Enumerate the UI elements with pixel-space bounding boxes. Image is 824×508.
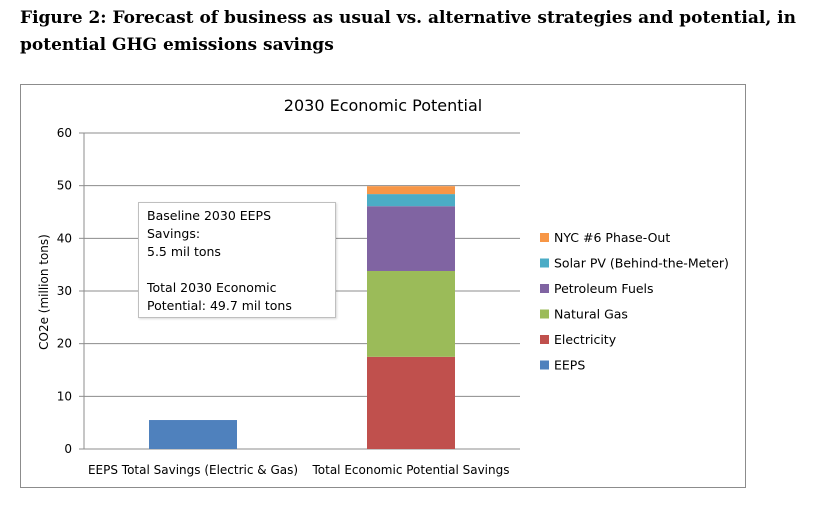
annotation-line-1: Baseline 2030 EEPS Savings: <box>147 208 272 241</box>
bar-segment-natural-gas <box>367 270 455 357</box>
y-tick-label: 10 <box>57 389 72 403</box>
figure-title: Figure 2: Forecast of business as usual … <box>20 8 796 55</box>
y-tick-label: 0 <box>64 442 72 456</box>
legend-swatch <box>540 309 549 319</box>
legend-swatch <box>540 360 549 370</box>
legend: NYC #6 Phase-Out Solar PV (Behind-the-Met… <box>540 230 729 373</box>
x-category-label: EEPS Total Savings (Electric & Gas) <box>88 463 298 477</box>
annotation-line-4: Potential: 49.7 mil tons <box>147 298 292 313</box>
y-tick-label: 60 <box>57 126 72 140</box>
x-category-labels: EEPS Total Savings (Electric & Gas) Total… <box>88 463 510 477</box>
legend-label: Petroleum Fuels <box>554 281 654 296</box>
legend-swatch <box>540 284 549 293</box>
bar-segment-solar-pv-behind-the-meter- <box>367 194 455 207</box>
legend-label: NYC #6 Phase-Out <box>554 230 670 245</box>
legend-label: Natural Gas <box>554 307 628 322</box>
bar-segment-eeps <box>149 420 237 449</box>
annotation-box: Baseline 2030 EEPS Savings: 5.5 mil tons… <box>138 202 336 318</box>
bar-segment-nyc-6-phase-out <box>367 186 455 195</box>
y-tick-label: 20 <box>57 337 72 351</box>
legend-swatch <box>540 233 549 242</box>
annotation-line-3: Total 2030 Economic <box>147 280 277 295</box>
y-tick-label: 40 <box>57 231 72 245</box>
y-tick-label: 50 <box>57 179 72 193</box>
legend-swatch <box>540 335 549 344</box>
bar-segment-electricity <box>367 356 455 449</box>
bars <box>149 186 455 449</box>
chart-title: 2030 Economic Potential <box>284 96 482 115</box>
legend-label: Solar PV (Behind-the-Meter) <box>554 256 729 271</box>
legend-swatch <box>540 258 549 268</box>
x-category-label: Total Economic Potential Savings <box>311 463 509 477</box>
y-axis-label: CO2e (million tons) <box>37 234 51 350</box>
legend-label: Electricity <box>554 332 617 347</box>
y-tick-labels: 0 10 20 30 40 50 60 <box>57 126 72 456</box>
y-tick-label: 30 <box>57 284 72 298</box>
bar-segment-petroleum-fuels <box>367 206 455 271</box>
annotation-line-2: 5.5 mil tons <box>147 244 221 259</box>
legend-label: EEPS <box>554 358 585 373</box>
